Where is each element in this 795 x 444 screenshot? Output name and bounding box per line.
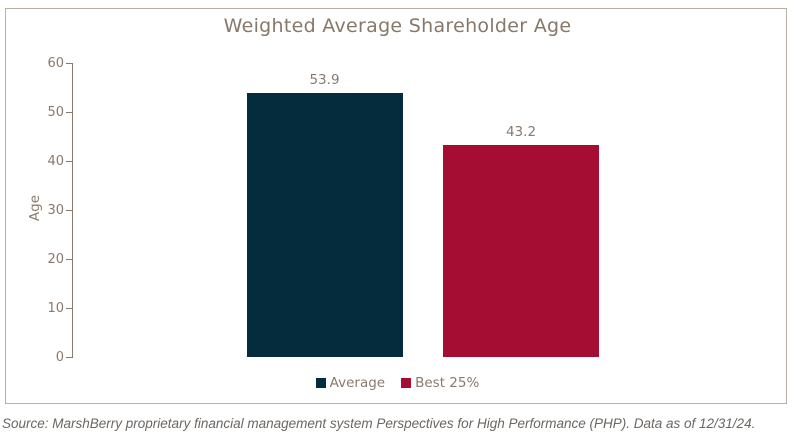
bar-value-label-best-25: 43.2 [505, 124, 537, 141]
y-tick-mark-20 [66, 259, 73, 260]
legend-item-average: Average [315, 375, 386, 391]
y-tick-label-60: 60 [47, 56, 64, 71]
bar-value-label-average: 53.9 [309, 71, 340, 88]
legend-swatch-average [315, 378, 326, 388]
legend-label-best-25: Best 25% [415, 375, 480, 391]
y-tick-label-20: 20 [47, 252, 64, 267]
y-tick-mark-60 [66, 63, 73, 64]
bar-best-25 [443, 145, 599, 357]
legend-swatch-best-25 [401, 378, 412, 388]
y-tick-label-30: 30 [47, 203, 64, 218]
source-note: Source: MarshBerry proprietary financial… [2, 416, 756, 431]
bar-average [246, 92, 403, 357]
legend-item-best-25: Best 25% [401, 375, 479, 391]
y-tick-mark-0 [66, 357, 73, 358]
y-tick-mark-50 [66, 112, 73, 113]
y-tick-mark-10 [66, 308, 73, 309]
y-tick-label-0: 0 [55, 350, 64, 365]
y-tick-label-40: 40 [47, 154, 64, 169]
legend-label-average: Average [329, 375, 386, 391]
y-tick-label-10: 10 [47, 301, 64, 316]
y-tick-label-50: 50 [47, 105, 64, 120]
y-tick-mark-30 [66, 210, 73, 211]
legend: Average Best 25% [0, 375, 795, 391]
chart-title: Weighted Average Shareholder Age [223, 15, 572, 37]
y-tick-mark-40 [66, 161, 73, 162]
